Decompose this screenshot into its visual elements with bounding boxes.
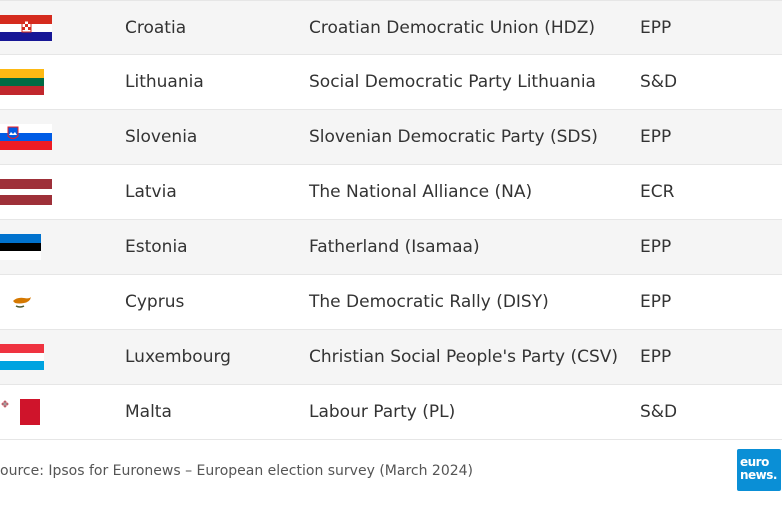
table-row: Croatia Croatian Democratic Union (HDZ) … xyxy=(0,0,782,55)
logo-line-euro: euro xyxy=(740,455,769,469)
table-row: Cyprus The Democratic Rally (DISY) EPP xyxy=(0,275,782,330)
latvia-flag-icon xyxy=(0,179,52,205)
country-name: Malta xyxy=(125,402,172,422)
table-row: Malta Labour Party (PL) S&D xyxy=(0,385,782,440)
country-name: Luxembourg xyxy=(125,347,231,367)
country-name: Estonia xyxy=(125,237,188,257)
slovenia-flag-icon xyxy=(0,124,52,150)
party-name: Slovenian Democratic Party (SDS) xyxy=(309,127,598,147)
source-note: ource: Ipsos for Euronews – European ele… xyxy=(0,463,473,479)
political-group: EPP xyxy=(640,18,672,38)
political-group: ECR xyxy=(640,182,675,202)
country-name: Lithuania xyxy=(125,72,204,92)
party-name: Croatian Democratic Union (HDZ) xyxy=(309,18,595,38)
euronews-logo: euro news. xyxy=(737,449,781,491)
political-group: EPP xyxy=(640,237,672,257)
logo-line-news: news. xyxy=(740,468,777,482)
country-name: Slovenia xyxy=(125,127,198,147)
country-name: Latvia xyxy=(125,182,177,202)
malta-flag-icon xyxy=(0,399,40,425)
luxembourg-flag-icon xyxy=(0,344,44,370)
results-table: Croatia Croatian Democratic Union (HDZ) … xyxy=(0,0,782,440)
table-row: Latvia The National Alliance (NA) ECR xyxy=(0,165,782,220)
party-name: Christian Social People's Party (CSV) xyxy=(309,347,618,367)
country-name: Croatia xyxy=(125,18,187,38)
country-name: Cyprus xyxy=(125,292,185,312)
party-name: Fatherland (Isamaa) xyxy=(309,237,480,257)
political-group: S&D xyxy=(640,402,678,422)
table-row: Estonia Fatherland (Isamaa) EPP xyxy=(0,220,782,275)
table-row: Lithuania Social Democratic Party Lithua… xyxy=(0,55,782,110)
lithuania-flag-icon xyxy=(0,69,44,95)
party-name: The National Alliance (NA) xyxy=(309,182,533,202)
political-group: EPP xyxy=(640,292,672,312)
political-group: EPP xyxy=(640,127,672,147)
cyprus-flag-icon xyxy=(0,289,44,315)
estonia-flag-icon xyxy=(0,234,41,260)
table-row: Slovenia Slovenian Democratic Party (SDS… xyxy=(0,110,782,165)
party-name: The Democratic Rally (DISY) xyxy=(309,292,549,312)
table-row: Luxembourg Christian Social People's Par… xyxy=(0,330,782,385)
party-name: Social Democratic Party Lithuania xyxy=(309,72,596,92)
political-group: S&D xyxy=(640,72,678,92)
political-group: EPP xyxy=(640,347,672,367)
party-name: Labour Party (PL) xyxy=(309,402,456,422)
croatia-flag-icon xyxy=(0,15,52,41)
